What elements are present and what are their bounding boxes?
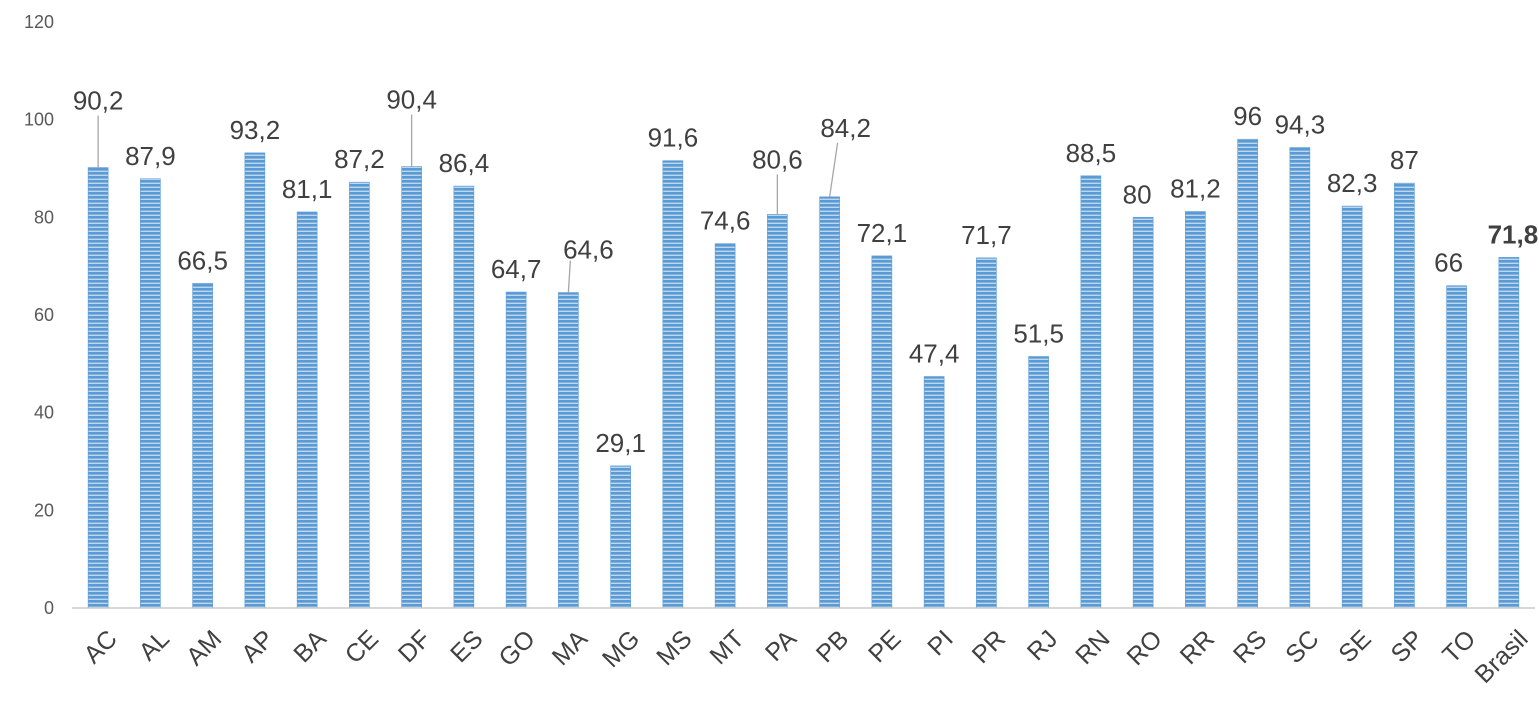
x-tick-label: SC — [1280, 625, 1324, 669]
data-label-am: 66,5 — [177, 245, 228, 275]
x-tick-label: BA — [288, 625, 332, 669]
bar-ro — [1132, 217, 1154, 609]
y-tick-label: 80 — [34, 207, 54, 227]
x-tick-label: ES — [445, 625, 488, 668]
data-labels: 90,287,9 66,5 93,281,187,290,4 86,4 64,7 64,6… — [73, 85, 1538, 458]
x-axis: AC AL AM AP BA CE DF ES GO MA MG MS MT PA PB PE PI PR RJ RN… — [78, 625, 1533, 689]
x-tick-label: MT — [704, 625, 749, 670]
y-tick-label: 60 — [34, 305, 54, 325]
y-axis: 0 20 40 60 80 100 120 — [24, 12, 54, 618]
x-tick-label: SP — [1386, 625, 1429, 668]
data-label-ac: 90,2 — [73, 86, 124, 116]
x-tick-label: MS — [651, 625, 697, 671]
bar-df — [401, 166, 422, 609]
x-tick-label: RN — [1070, 625, 1115, 670]
data-label-pe: 72,1 — [857, 218, 908, 248]
data-label-mt: 74,6 — [700, 206, 751, 236]
bar-pa — [767, 214, 788, 609]
data-label-go: 64,7 — [491, 254, 542, 284]
data-label-pa: 80,6 — [752, 144, 803, 174]
data-label-se: 82,3 — [1327, 168, 1378, 198]
y-tick-label: 120 — [24, 12, 54, 32]
bar-mg — [610, 465, 631, 609]
bar-brasil — [1498, 257, 1520, 609]
x-tick-label: CE — [340, 625, 384, 669]
x-tick-label: PB — [811, 625, 854, 668]
x-tick-label: PE — [863, 625, 906, 668]
bar-rn — [1080, 175, 1102, 609]
data-label-ma: 64,6 — [563, 235, 614, 265]
data-label-df: 90,4 — [386, 85, 437, 115]
x-tick-label: RS — [1228, 625, 1272, 669]
data-label-pi: 47,4 — [909, 339, 960, 369]
data-label-ro: 80 — [1123, 179, 1152, 209]
x-tick-label: AL — [134, 625, 175, 666]
bar-rj — [1028, 356, 1049, 609]
bar-ms — [662, 160, 684, 609]
bar-am — [192, 282, 213, 609]
leader-line — [828, 142, 839, 197]
x-tick-label: SE — [1333, 625, 1376, 668]
bar-ma — [558, 292, 579, 609]
bar-pb — [819, 196, 840, 609]
bar-ce — [349, 181, 370, 609]
bar-sc — [1289, 147, 1311, 609]
x-tick-label: DF — [393, 625, 436, 668]
bar-es — [453, 185, 475, 609]
bar-to — [1446, 285, 1467, 609]
bar-pi — [923, 376, 945, 609]
bar-ac — [87, 167, 109, 609]
x-tick-label: RR — [1175, 625, 1220, 670]
x-tick-label: AM — [181, 625, 227, 671]
bar-sp — [1394, 182, 1415, 609]
bars — [87, 138, 1520, 609]
x-tick-label: TO — [1437, 625, 1481, 669]
data-label-ap: 93,2 — [230, 115, 281, 145]
bar-rs — [1237, 138, 1258, 609]
x-tick-label: PA — [760, 625, 802, 667]
x-tick-label: RJ — [1022, 625, 1063, 666]
x-tick-label: Brasil — [1469, 625, 1533, 689]
data-label-rj: 51,5 — [1013, 319, 1064, 349]
leader-lines — [97, 114, 839, 293]
bar-go — [505, 291, 527, 609]
data-label-ba: 81,1 — [282, 174, 333, 204]
data-label-ce: 87,2 — [334, 144, 385, 174]
bar-ba — [296, 211, 318, 609]
data-label-ms: 91,6 — [648, 123, 699, 153]
leader-line — [567, 260, 572, 293]
bar-se — [1341, 205, 1363, 609]
y-tick-label: 100 — [24, 110, 54, 130]
y-tick-label: 0 — [44, 598, 54, 618]
x-tick-label: MA — [547, 625, 594, 672]
x-tick-label: RO — [1121, 625, 1167, 671]
x-tick-label: PR — [967, 625, 1011, 669]
data-label-es: 86,4 — [439, 148, 490, 178]
x-tick-label: PI — [922, 625, 959, 662]
bar-pe — [871, 255, 893, 609]
data-label-al: 87,9 — [125, 141, 176, 171]
bar-rr — [1185, 211, 1206, 609]
data-label-rr: 81,2 — [1170, 173, 1221, 203]
data-label-rn: 88,5 — [1066, 138, 1117, 168]
data-label-mg: 29,1 — [595, 428, 646, 458]
bar-pr — [976, 257, 997, 609]
bar-mt — [714, 243, 736, 609]
bar-al — [140, 178, 161, 609]
data-label-sc: 94,3 — [1275, 110, 1326, 140]
data-label-brasil: 71,8 — [1488, 219, 1539, 249]
x-tick-label: MG — [597, 625, 645, 673]
bar-ap — [244, 152, 266, 609]
x-tick-label: AC — [78, 625, 122, 669]
y-tick-label: 20 — [34, 500, 54, 520]
x-tick-label: GO — [493, 625, 540, 672]
data-label-rs: 96 — [1233, 101, 1262, 131]
data-label-pb: 84,2 — [820, 113, 871, 143]
data-label-pr: 71,7 — [961, 220, 1012, 250]
x-tick-label: AP — [236, 625, 279, 668]
data-label-sp: 87 — [1390, 145, 1419, 175]
data-label-to: 66 — [1434, 248, 1463, 278]
y-tick-label: 40 — [34, 403, 54, 423]
